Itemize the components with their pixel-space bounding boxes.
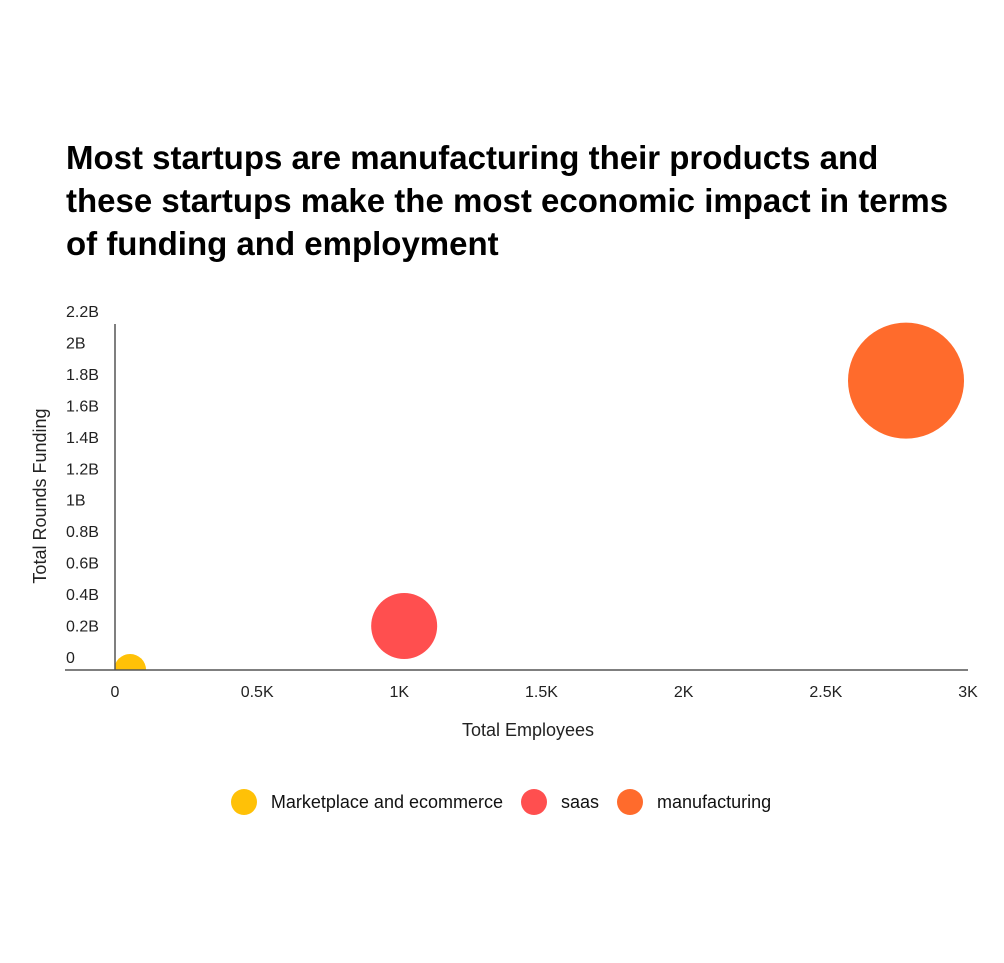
y-tick-label: 1.6B — [66, 398, 99, 415]
x-tick-label: 2K — [674, 684, 694, 701]
legend-label: Marketplace and ecommerce — [270, 791, 503, 812]
bubble-manufacturing[interactable] — [848, 322, 965, 439]
y-tick-label: 1.2B — [66, 461, 99, 478]
y-tick-label: 0 — [66, 650, 75, 667]
x-tick-label: 2.5K — [809, 684, 842, 701]
y-tick-label: 0.4B — [66, 587, 99, 604]
y-tick-label: 0.6B — [66, 556, 99, 573]
legend-item[interactable]: Marketplace and ecommerce — [230, 789, 503, 815]
legend-swatch-icon — [521, 789, 547, 815]
y-tick-label: 1.8B — [66, 367, 99, 384]
legend: Marketplace and ecommerce saas manufacturi… — [0, 789, 1004, 815]
y-tick-label: 2B — [66, 335, 86, 352]
chart-title: Most startups are manufacturing their pr… — [66, 139, 949, 262]
y-tick-label: 1B — [66, 493, 86, 510]
x-tick-label: 1K — [390, 684, 410, 701]
x-tick-label: 1.5K — [525, 684, 558, 701]
y-tick-label: 0.2B — [66, 619, 99, 636]
legend-swatch-icon — [230, 789, 257, 815]
y-axis-label: Total Rounds Funding — [30, 408, 50, 583]
x-tick-label: 3K — [958, 684, 978, 701]
y-tick-label: 0.8B — [66, 524, 99, 541]
legend-swatch-icon — [617, 789, 644, 815]
legend-item[interactable]: manufacturing — [617, 789, 771, 815]
y-tick-label: 2.2B — [66, 304, 99, 321]
x-axis-label: Total Employees — [462, 720, 594, 740]
x-tick-label: 0.5K — [241, 684, 274, 701]
legend-label: manufacturing — [657, 791, 772, 812]
legend-label: saas — [561, 791, 600, 812]
x-tick-label: 0 — [111, 684, 120, 701]
y-tick-label: 1.4B — [66, 430, 99, 447]
bubble-saas[interactable] — [371, 592, 438, 659]
legend-item[interactable]: saas — [521, 789, 599, 815]
bubble-marketplace-and-ecommerce[interactable] — [114, 654, 147, 686]
